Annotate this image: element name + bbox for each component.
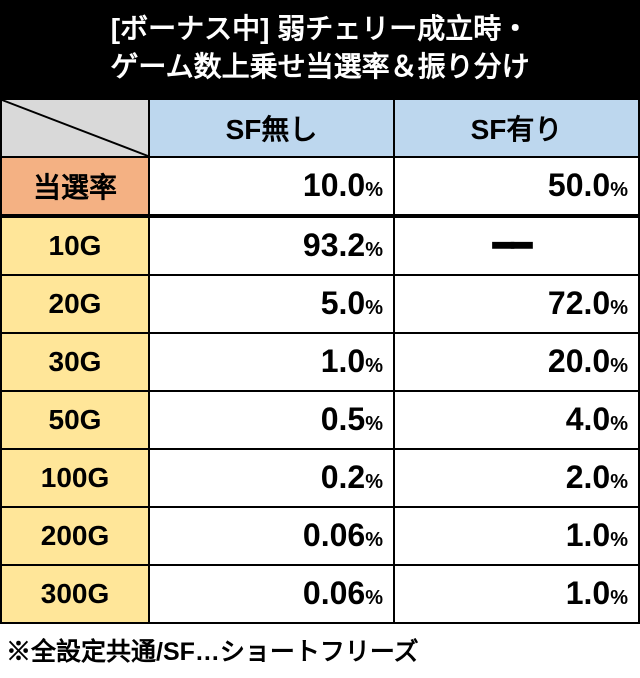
win-rate-c2: 50.0% [394, 157, 639, 215]
value-cell: 1.0% [394, 507, 639, 565]
value-cell: 1.0% [149, 333, 394, 391]
value-cell: 0.06% [149, 565, 394, 623]
table-row: 200G0.06%1.0% [1, 507, 639, 565]
game-label: 100G [1, 449, 149, 507]
game-label: 30G [1, 333, 149, 391]
value-cell: 2.0% [394, 449, 639, 507]
column-header-sf-ari: SF有り [394, 99, 639, 157]
table-row: 300G0.06%1.0% [1, 565, 639, 623]
table-row: 100G0.2%2.0% [1, 449, 639, 507]
value-cell: 72.0% [394, 275, 639, 333]
value-cell: 0.2% [149, 449, 394, 507]
value-cell: 5.0% [149, 275, 394, 333]
diagonal-icon [2, 100, 148, 156]
value-cell: 1.0% [394, 565, 639, 623]
column-header-sf-nashi: SF無し [149, 99, 394, 157]
game-label: 300G [1, 565, 149, 623]
table-row: 30G1.0%20.0% [1, 333, 639, 391]
table-row: 50G0.5%4.0% [1, 391, 639, 449]
title-bar: [ボーナス中] 弱チェリー成立時・ ゲーム数上乗せ当選率＆振り分け [0, 0, 640, 98]
data-table: SF無し SF有り 当選率 10.0% 50.0% [0, 98, 640, 216]
game-rows-table: 10G93.2%━━20G5.0%72.0%30G1.0%20.0%50G0.5… [0, 216, 640, 624]
game-label: 50G [1, 391, 149, 449]
value-cell: ━━ [394, 217, 639, 275]
corner-cell [1, 99, 149, 157]
game-label: 20G [1, 275, 149, 333]
game-label: 10G [1, 217, 149, 275]
value-cell: 93.2% [149, 217, 394, 275]
win-rate-c1: 10.0% [149, 157, 394, 215]
value-cell: 0.5% [149, 391, 394, 449]
value-cell: 4.0% [394, 391, 639, 449]
footer-note: ※全設定共通/SF…ショートフリーズ [0, 624, 640, 678]
win-rate-row: 当選率 10.0% 50.0% [1, 157, 639, 215]
table-container: [ボーナス中] 弱チェリー成立時・ ゲーム数上乗せ当選率＆振り分け SF無し S… [0, 0, 640, 678]
header-row: SF無し SF有り [1, 99, 639, 157]
value-cell: 0.06% [149, 507, 394, 565]
title-line-2: ゲーム数上乗せ当選率＆振り分け [110, 51, 529, 82]
win-rate-label: 当選率 [1, 157, 149, 215]
value-cell: 20.0% [394, 333, 639, 391]
table-row: 20G5.0%72.0% [1, 275, 639, 333]
title-line-1: [ボーナス中] 弱チェリー成立時・ [111, 13, 529, 44]
table-row: 10G93.2%━━ [1, 217, 639, 275]
game-label: 200G [1, 507, 149, 565]
